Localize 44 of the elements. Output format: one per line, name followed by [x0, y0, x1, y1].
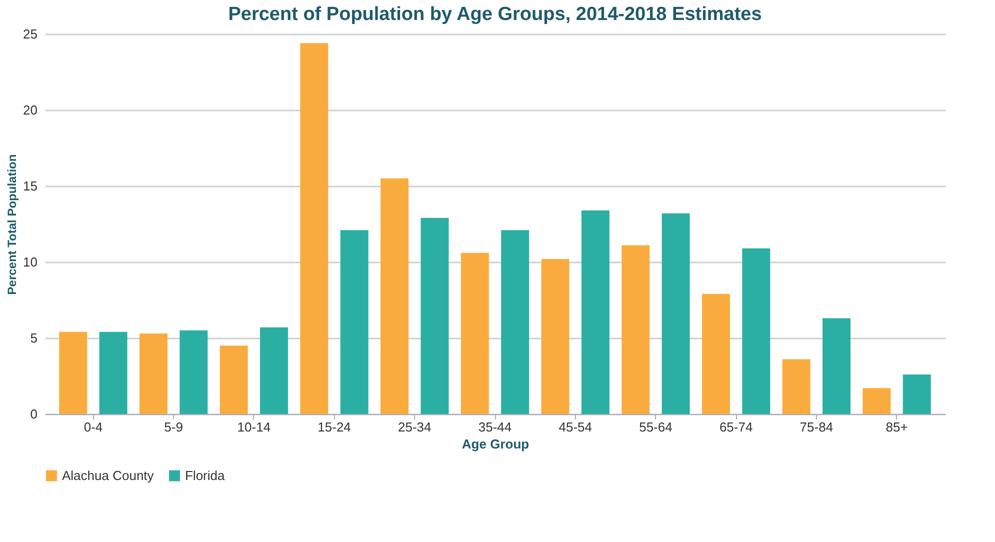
x-tick-label: 0-4 — [84, 420, 103, 434]
bar — [220, 346, 248, 414]
bar — [501, 230, 530, 414]
bar — [59, 332, 88, 414]
bar — [862, 388, 891, 414]
bar — [460, 252, 489, 414]
bar — [541, 258, 570, 414]
bar — [300, 43, 328, 414]
bar — [260, 327, 288, 414]
y-tick-label: 5 — [30, 330, 38, 346]
x-tick-label: 45-54 — [558, 420, 592, 434]
bar — [742, 248, 770, 414]
x-tick-label: 10-14 — [237, 420, 271, 434]
y-tick-label: 15 — [23, 178, 38, 194]
chart-title: Percent of Population by Age Groups, 2014-2018 Estimates — [228, 4, 762, 25]
x-tick-label: 75-84 — [800, 420, 834, 434]
bar — [622, 245, 650, 414]
bar — [180, 330, 208, 414]
x-axis-title: Age Group — [462, 436, 530, 452]
bar — [902, 374, 931, 414]
bar — [581, 210, 610, 414]
bar — [822, 318, 851, 414]
bar — [380, 178, 409, 414]
bar — [139, 333, 168, 414]
bar — [782, 359, 810, 414]
x-tick-label: 25-34 — [398, 420, 432, 434]
x-tick-label: 5-9 — [164, 420, 183, 434]
x-tick-label: 35-44 — [478, 420, 512, 434]
y-tick-label: 10 — [23, 254, 38, 270]
legend-label: Alachua County — [62, 468, 154, 483]
x-tick-label: 65-74 — [719, 420, 753, 434]
y-axis-title: Percent Total Population — [5, 154, 20, 295]
bar — [702, 294, 730, 414]
bar — [420, 218, 449, 414]
y-tick-label: 25 — [23, 26, 38, 42]
x-tick-label: 15-24 — [318, 420, 351, 434]
bar — [662, 213, 690, 414]
y-tick-label: 20 — [23, 102, 38, 118]
y-tick-label: 0 — [30, 406, 38, 422]
legend-label: Florida — [185, 468, 226, 483]
x-tick-label: 55-64 — [639, 420, 672, 434]
bar — [99, 332, 128, 414]
bar — [340, 230, 368, 414]
x-tick-label: 85+ — [886, 420, 908, 434]
